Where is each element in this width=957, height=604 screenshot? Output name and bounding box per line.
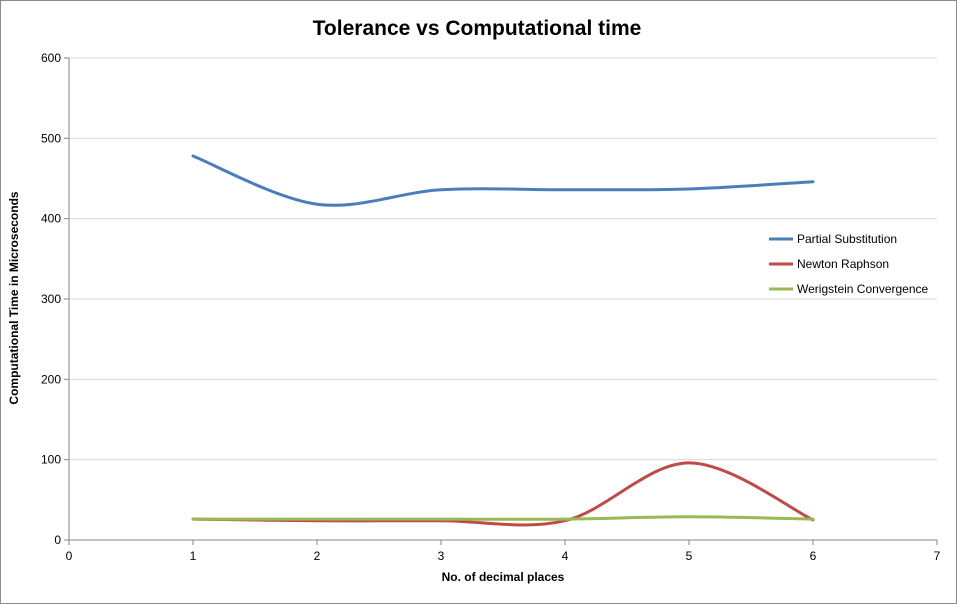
x-tick-label: 7	[934, 549, 941, 563]
y-tick-label: 300	[41, 292, 61, 306]
tick-labels: 0 100 200 300 400 500 600 0 1 2 3 4 5 6 7	[41, 51, 941, 563]
x-axis-title: No. of decimal places	[442, 570, 565, 584]
y-tick-label: 400	[41, 212, 61, 226]
y-tick-label: 600	[41, 51, 61, 65]
x-tick-label: 2	[314, 549, 321, 563]
legend-label: Werigstein Convergence	[797, 282, 929, 296]
series-lines	[191, 154, 815, 527]
x-tick-label: 3	[438, 549, 445, 563]
legend-label: Newton Raphson	[797, 257, 889, 271]
y-tick-label: 500	[41, 131, 61, 145]
legend: Partial Substitution Newton Raphson Werigs…	[769, 232, 929, 296]
chart-title: Tolerance vs Computational time	[313, 17, 642, 40]
x-tick-label: 4	[562, 549, 569, 563]
series-line-werigstein-convergence	[191, 515, 815, 521]
series-line-partial-substitution	[191, 154, 815, 207]
legend-label: Partial Substitution	[797, 232, 897, 246]
x-tick-label: 5	[686, 549, 693, 563]
axes	[64, 57, 938, 545]
x-tick-label: 6	[810, 549, 817, 563]
y-axis-title: Computational Time in Microseconds	[7, 191, 21, 404]
x-tick-label: 1	[190, 549, 197, 563]
x-tick-label: 0	[66, 549, 73, 563]
gridlines	[69, 57, 937, 461]
y-tick-label: 200	[41, 372, 61, 386]
series-line-newton-raphson	[191, 461, 815, 527]
y-tick-label: 0	[54, 533, 61, 547]
y-tick-label: 100	[41, 453, 61, 467]
